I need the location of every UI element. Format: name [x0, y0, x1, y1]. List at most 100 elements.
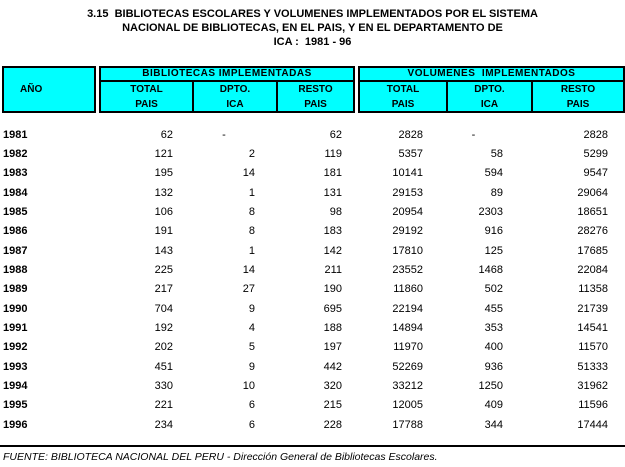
- year-cell: 1982: [3, 148, 28, 161]
- value-cell: 11570: [578, 341, 608, 354]
- year-cell: 1987: [3, 244, 28, 257]
- value-cell: 916: [484, 225, 503, 238]
- table-row: 1987 143 1 142 17810 125 17685: [0, 241, 625, 260]
- year-header-label: AÑO: [20, 84, 43, 95]
- value-cell: 190: [323, 283, 342, 296]
- value-cell: 62: [160, 128, 173, 141]
- value-cell: 51333: [577, 360, 608, 373]
- value-cell: 2828: [583, 128, 608, 141]
- value-cell: 98: [329, 206, 342, 219]
- table-row: 1989 217 27 190 11860 502 11358: [0, 280, 625, 299]
- value-cell: 704: [154, 302, 173, 315]
- table-row: 1984 132 1 131 29153 89 29064: [0, 183, 625, 202]
- title-line-1: 3.15 BIBLIOTECAS ESCOLARES Y VOLUMENES I…: [87, 8, 538, 20]
- value-cell: 119: [324, 148, 342, 161]
- value-cell: 197: [323, 341, 342, 354]
- value-cell: 106: [154, 206, 173, 219]
- year-cell: 1981: [3, 128, 28, 141]
- table-row: 1988 225 14 211 23552 1468 22084: [0, 260, 625, 279]
- value-cell: 2303: [478, 206, 503, 219]
- value-cell: 33212: [392, 380, 423, 393]
- value-cell: 1: [248, 186, 255, 199]
- value-cell: 225: [154, 264, 173, 277]
- value-cell: 5299: [583, 148, 608, 161]
- year-cell: 1991: [3, 322, 28, 335]
- value-cell: 6: [248, 399, 255, 412]
- value-cell: 14541: [577, 322, 608, 335]
- value-cell: 400: [484, 341, 503, 354]
- value-cell: 695: [323, 302, 342, 315]
- value-cell: 11860: [393, 283, 423, 296]
- year-cell: 1996: [3, 418, 28, 431]
- subcol-label-line2: ICA: [226, 99, 244, 110]
- page-title: 3.15 BIBLIOTECAS ESCOLARES Y VOLUMENES I…: [0, 0, 625, 49]
- footer-divider: [0, 444, 625, 447]
- subcol-label-line1: TOTAL: [386, 84, 420, 95]
- value-cell: 10141: [392, 167, 423, 180]
- value-cell: 12005: [392, 399, 423, 412]
- title-line-2: NACIONAL DE BIBLIOTECAS, EN EL PAIS, Y E…: [122, 22, 503, 34]
- value-cell: 52269: [392, 360, 423, 373]
- value-cell: 409: [484, 399, 503, 412]
- value-cell: 1468: [478, 264, 503, 277]
- value-cell: 234: [154, 418, 173, 431]
- value-cell: -: [222, 128, 226, 141]
- value-cell: 11970: [393, 341, 423, 354]
- value-cell: 29064: [577, 186, 608, 199]
- subcol-label-line1: DPTO.: [474, 84, 505, 95]
- value-cell: 5: [248, 341, 255, 354]
- table-header: AÑO BIBLIOTECAS IMPLEMENTADAS TOTAL PAIS…: [2, 66, 625, 113]
- value-cell: 502: [484, 283, 503, 296]
- subcol-resto-pais: RESTO PAIS: [278, 82, 353, 112]
- group-title-volumenes: VOLUMENES IMPLEMENTADOS: [360, 68, 623, 82]
- value-cell: 188: [323, 322, 342, 335]
- table-row: 1991 192 4 188 14894 353 14541: [0, 318, 625, 337]
- value-cell: 131: [323, 186, 342, 199]
- year-cell: 1992: [3, 341, 28, 354]
- value-cell: 192: [154, 322, 173, 335]
- table-row: 1986 191 8 183 29192 916 28276: [0, 222, 625, 241]
- value-cell: 14: [242, 264, 255, 277]
- table-row: 1995 221 6 215 12005 409 11596: [0, 396, 625, 415]
- value-cell: 320: [323, 380, 342, 393]
- year-cell: 1983: [3, 167, 28, 180]
- value-cell: 20954: [392, 206, 423, 219]
- value-cell: 451: [154, 360, 173, 373]
- year-cell: 1988: [3, 264, 28, 277]
- year-cell: 1994: [3, 380, 28, 393]
- value-cell: 5357: [398, 148, 423, 161]
- table-body: 1981 62 - 62 2828 - 2828 1982 121 2 119 …: [0, 125, 625, 435]
- year-cell: 1986: [3, 225, 28, 238]
- table-row: 1996 234 6 228 17788 344 17444: [0, 415, 625, 434]
- value-cell: 62: [329, 128, 342, 141]
- value-cell: 215: [323, 399, 342, 412]
- value-cell: 2828: [398, 128, 423, 141]
- year-cell: 1995: [3, 399, 28, 412]
- value-cell: 31962: [577, 380, 608, 393]
- value-cell: 11596: [578, 399, 608, 412]
- value-cell: 22194: [392, 302, 423, 315]
- value-cell: 1: [248, 244, 255, 257]
- table-row: 1990 704 9 695 22194 455 21739: [0, 299, 625, 318]
- value-cell: 28276: [577, 225, 608, 238]
- value-cell: 27: [242, 283, 255, 296]
- subcol-total-pais: TOTAL PAIS: [101, 82, 194, 112]
- value-cell: 132: [154, 186, 173, 199]
- value-cell: 14: [242, 167, 255, 180]
- value-cell: 18651: [577, 206, 608, 219]
- year-cell: 1984: [3, 186, 28, 199]
- value-cell: 17444: [577, 418, 608, 431]
- subcol-resto-pais: RESTO PAIS: [533, 82, 623, 112]
- value-cell: 21739: [577, 302, 608, 315]
- value-cell: 10: [242, 380, 255, 393]
- group-volumenes-implementados: VOLUMENES IMPLEMENTADOS TOTAL PAIS DPTO.…: [358, 66, 625, 113]
- year-cell: 1990: [3, 302, 28, 315]
- value-cell: 14894: [392, 322, 423, 335]
- value-cell: 9: [248, 360, 255, 373]
- value-cell: 125: [484, 244, 503, 257]
- source-note: FUENTE: BIBLIOTECA NACIONAL DEL PERU - D…: [3, 450, 438, 463]
- table-row: 1982 121 2 119 5357 58 5299: [0, 144, 625, 163]
- value-cell: 330: [154, 380, 173, 393]
- value-cell: 191: [154, 225, 173, 238]
